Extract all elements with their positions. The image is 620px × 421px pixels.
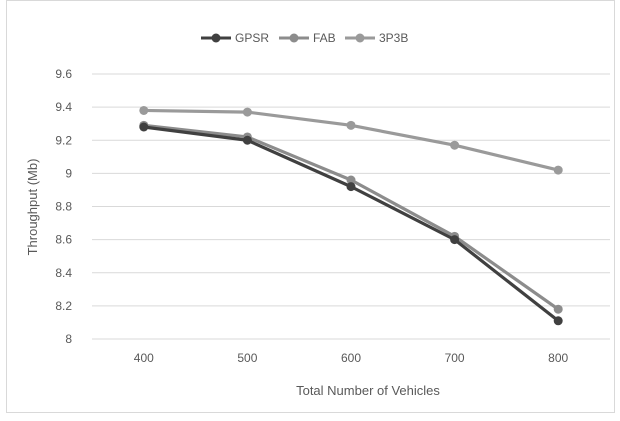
data-point xyxy=(553,304,563,314)
data-point xyxy=(346,120,356,130)
gridlines xyxy=(92,73,610,340)
y-tick-label: 8.6 xyxy=(55,233,72,247)
y-tick-labels: 8 8.2 8.4 8.6 8.8 9 9.2 9.4 9.6 xyxy=(55,67,72,346)
y-axis-title: Throughput (Mb) xyxy=(25,159,40,256)
y-tick-label: 9 xyxy=(65,166,72,180)
y-tick-label: 9.6 xyxy=(55,67,72,81)
y-tick-label: 8.2 xyxy=(55,299,72,313)
legend-label: GPSR xyxy=(235,31,269,45)
x-tick-label: 400 xyxy=(134,351,154,365)
series-fab xyxy=(139,120,563,314)
legend-marker xyxy=(289,33,299,43)
y-tick-label: 8.4 xyxy=(55,266,72,280)
x-tick-labels: 400 500 600 700 800 xyxy=(134,351,569,365)
legend-item-gpsr: GPSR xyxy=(201,31,269,45)
data-point xyxy=(346,182,356,192)
x-tick-label: 700 xyxy=(445,351,465,365)
x-tick-label: 800 xyxy=(548,351,568,365)
legend: GPSR FAB 3P3B xyxy=(201,31,408,45)
data-point xyxy=(139,122,149,132)
data-point xyxy=(553,316,563,326)
legend-label: 3P3B xyxy=(379,31,408,45)
y-tick-label: 8.8 xyxy=(55,200,72,214)
data-point xyxy=(346,175,356,185)
x-axis-title: Total Number of Vehicles xyxy=(296,383,440,398)
legend-item-fab: FAB xyxy=(279,31,336,45)
data-point xyxy=(139,105,149,115)
data-point xyxy=(450,140,460,150)
data-point xyxy=(242,107,252,117)
legend-label: FAB xyxy=(313,31,336,45)
series-line xyxy=(143,123,560,311)
data-point xyxy=(553,165,563,175)
y-tick-label: 9.2 xyxy=(55,133,72,147)
x-tick-label: 600 xyxy=(341,351,361,365)
legend-marker xyxy=(355,33,365,43)
legend-marker xyxy=(211,33,221,43)
data-point xyxy=(242,135,252,145)
series-gpsr xyxy=(139,122,563,326)
legend-item-3p3b: 3P3B xyxy=(345,31,408,45)
x-tick-label: 500 xyxy=(237,351,257,365)
y-tick-label: 9.4 xyxy=(55,100,72,114)
series-3p3b xyxy=(139,105,563,175)
y-tick-label: 8 xyxy=(65,332,72,346)
data-point xyxy=(450,235,460,245)
series-lines xyxy=(139,105,563,326)
